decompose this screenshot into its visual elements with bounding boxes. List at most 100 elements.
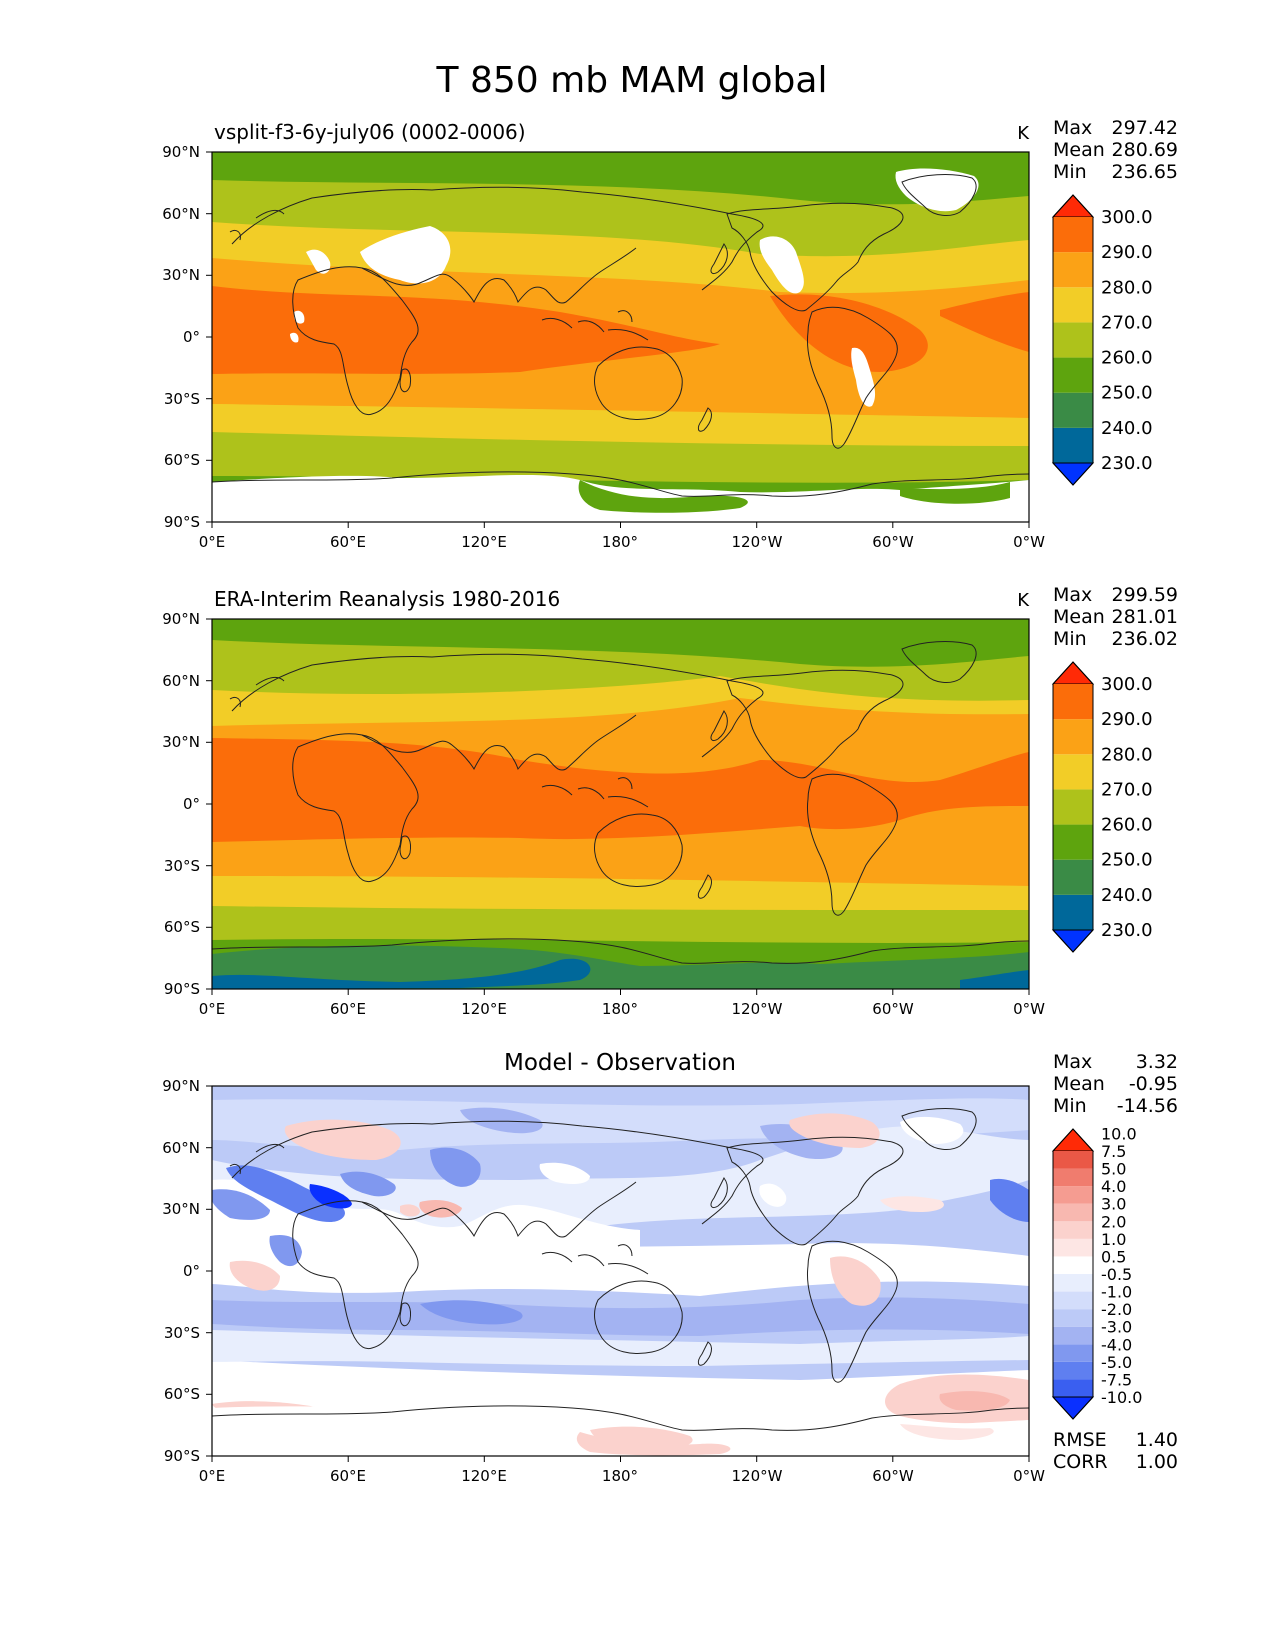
lat-tick-label: 0° xyxy=(183,795,200,813)
map-field xyxy=(212,1086,1029,1456)
colorbar-level xyxy=(1053,1291,1093,1310)
units-label: K xyxy=(1017,123,1030,144)
stat-mean-value: 281.01 xyxy=(1112,606,1178,628)
colorbar-tick-label: -1.0 xyxy=(1101,1283,1132,1302)
stat-min-label: Min xyxy=(1053,161,1087,183)
lon-tick-label: 0°E xyxy=(199,1000,226,1018)
colorbar-extend-max xyxy=(1051,1128,1095,1152)
rmse-label: RMSE xyxy=(1053,1429,1107,1451)
colorbar-level xyxy=(1053,1203,1093,1222)
lat-tick-label: 90°N xyxy=(162,1077,200,1095)
colorbar-tick-label: 250.0 xyxy=(1101,850,1153,871)
colorbar-level xyxy=(1053,287,1093,323)
lat-tick-label: 60°N xyxy=(162,672,200,690)
colorbar-level xyxy=(1053,427,1093,463)
lon-tick-label: 120°W xyxy=(732,1467,783,1485)
colorbar-tick-label: -10.0 xyxy=(1101,1388,1142,1407)
stat-mean-label: Mean xyxy=(1053,139,1105,161)
colorbar-frame xyxy=(1052,1128,1094,1420)
colorbar-extend-min xyxy=(1051,462,1095,486)
panel-difference: Model - Observation xyxy=(162,1050,1178,1485)
colorbar-level xyxy=(1053,1221,1093,1239)
stat-mean-label: Mean xyxy=(1053,1073,1105,1095)
colorbar-tick-label: -4.0 xyxy=(1101,1335,1132,1354)
colorbar-level xyxy=(1053,1186,1093,1204)
lat-tick-label: 60°N xyxy=(162,1139,200,1157)
lat-tick-label: 30°N xyxy=(162,1200,200,1218)
lon-tick-label: 120°E xyxy=(461,1467,507,1485)
lat-tick-label: 60°S xyxy=(164,1385,200,1403)
lon-tick-label: 120°W xyxy=(732,533,783,551)
colorbar-level xyxy=(1053,789,1093,825)
colorbar-extend-min xyxy=(1051,929,1095,953)
colorbar-level xyxy=(1053,1238,1093,1257)
lon-tick-label: 60°E xyxy=(330,1000,366,1018)
colorbar-tick-label: 240.0 xyxy=(1101,418,1153,439)
colorbar-tick-label: 230.0 xyxy=(1101,453,1153,474)
lon-tick-label: 180° xyxy=(602,1467,638,1485)
colorbar-tick-label: 280.0 xyxy=(1101,277,1153,298)
lat-tick-label: 90°N xyxy=(162,610,200,628)
colorbar-level xyxy=(1053,684,1093,720)
panel-title: Model - Observation xyxy=(504,1050,736,1076)
stat-min-value: -14.56 xyxy=(1117,1095,1178,1117)
lat-tick-label: 30°S xyxy=(164,1324,200,1342)
lat-tick-label: 90°S xyxy=(164,980,200,998)
lon-tick-label: 0°E xyxy=(199,533,226,551)
lon-tick-label: 120°E xyxy=(461,533,507,551)
stat-min-label: Min xyxy=(1053,1095,1087,1117)
lon-axis: 0°E 60°E 120°E 180° 120°W 60°W 0°W xyxy=(199,1456,1045,1485)
lon-tick-label: 60°E xyxy=(330,1467,366,1485)
lon-axis: 0°E 60°E 120°E 180° 120°W 60°W 0°W xyxy=(199,989,1045,1018)
stats-box: Max 3.32 Mean -0.95 Min -14.56 xyxy=(1053,1051,1178,1117)
colorbar-level xyxy=(1053,719,1093,755)
lat-tick-label: 90°N xyxy=(162,143,200,161)
stat-max-label: Max xyxy=(1053,117,1092,139)
colorbar-frame xyxy=(1052,661,1094,953)
colorbar-tick-label: -7.5 xyxy=(1101,1370,1132,1389)
panel-title: vsplit-f3-6y-july06 (0002-0006) xyxy=(214,120,526,144)
lon-axis: 0°E 60°E 120°E 180° 120°W 60°W 0°W xyxy=(199,522,1045,551)
colorbar-tick-label: -5.0 xyxy=(1101,1353,1132,1372)
colorbar-extend-max xyxy=(1051,194,1095,218)
lon-tick-label: 0°W xyxy=(1013,1000,1045,1018)
lat-axis: 90°N 60°N 30°N 0° 30°S 60°S 90°S xyxy=(162,143,212,531)
figure-title: T 850 mb MAM global xyxy=(436,60,828,101)
colorbar-level xyxy=(1053,1326,1093,1345)
colorbar-tick-label: 300.0 xyxy=(1101,207,1153,228)
corr-value: 1.00 xyxy=(1136,1451,1178,1473)
lat-tick-label: 0° xyxy=(183,328,200,346)
stat-mean-value: -0.95 xyxy=(1129,1073,1178,1095)
stat-max-value: 299.59 xyxy=(1112,584,1178,606)
lon-tick-label: 60°W xyxy=(872,1467,914,1485)
colorbar-level xyxy=(1053,859,1093,895)
map-field xyxy=(212,152,1029,522)
stat-max-value: 3.32 xyxy=(1136,1051,1178,1073)
colorbar-level xyxy=(1053,1309,1093,1327)
colorbar: 230.0 240.0 250.0 260.0 270.0 280.0 290.0 300.0 xyxy=(1051,661,1153,953)
rmse-value: 1.40 xyxy=(1136,1429,1178,1451)
colorbar-tick-label: 260.0 xyxy=(1101,348,1153,369)
lat-tick-label: 30°S xyxy=(164,857,200,875)
stat-mean-value: 280.69 xyxy=(1112,139,1178,161)
lon-tick-label: 180° xyxy=(602,1000,638,1018)
lat-tick-label: 30°N xyxy=(162,266,200,284)
colorbar-level xyxy=(1053,1361,1093,1380)
colorbar-tick-label: 280.0 xyxy=(1101,744,1153,765)
units-label: K xyxy=(1017,590,1030,611)
colorbar-tick-label: 270.0 xyxy=(1101,312,1153,333)
colorbar-tick-label: 300.0 xyxy=(1101,674,1153,695)
lat-tick-label: 60°S xyxy=(164,451,200,469)
lon-tick-label: 60°W xyxy=(872,533,914,551)
lat-tick-label: 0° xyxy=(183,1262,200,1280)
stat-min-label: Min xyxy=(1053,628,1087,650)
colorbar-tick-label: -0.5 xyxy=(1101,1265,1132,1284)
colorbar-tick-label: 7.5 xyxy=(1101,1142,1126,1161)
panel-title: ERA-Interim Reanalysis 1980-2016 xyxy=(214,587,560,611)
colorbar-extend-min xyxy=(1051,1396,1095,1420)
colorbar-tick-label: -2.0 xyxy=(1101,1300,1132,1319)
stat-max-value: 297.42 xyxy=(1112,117,1178,139)
colorbar-tick-label: 250.0 xyxy=(1101,383,1153,404)
colorbar-level xyxy=(1053,754,1093,790)
